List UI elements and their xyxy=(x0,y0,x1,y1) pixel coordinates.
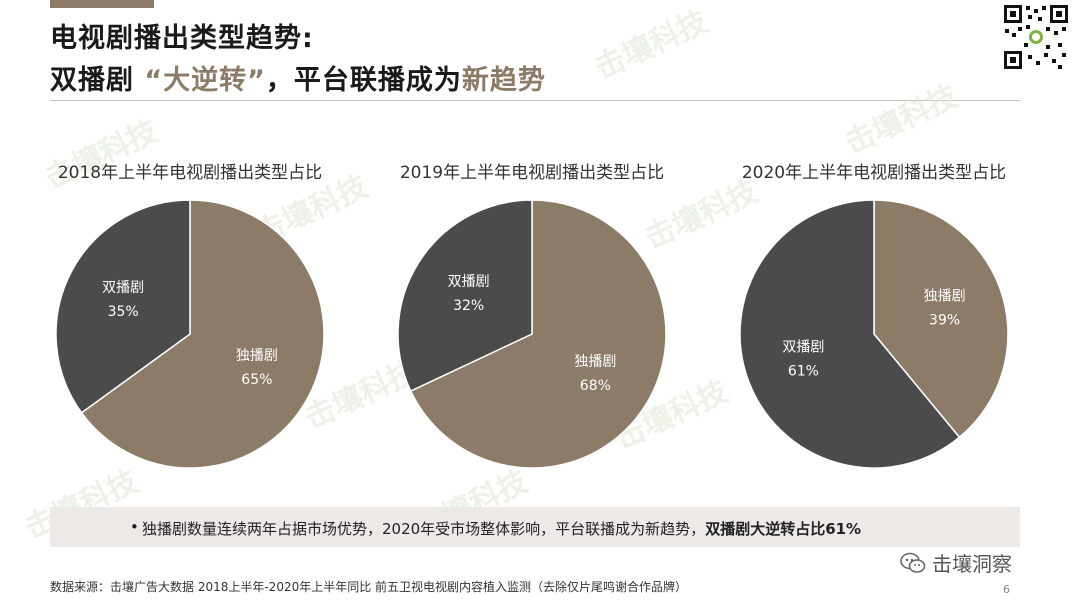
wechat-icon xyxy=(900,552,926,573)
chart-title-2019: 2019年上半年电视剧播出类型占比 xyxy=(399,163,665,183)
summary-box xyxy=(50,507,1020,547)
title-quote: “大逆转” xyxy=(144,65,266,96)
pie-percent: 32% xyxy=(453,298,484,314)
title-part1: 双播剧 xyxy=(50,65,145,96)
title-highlight: 新趋势 xyxy=(461,65,546,96)
pie-percent: 65% xyxy=(241,372,272,388)
pie-chart-2020: 独播剧 39% 双播剧 61% xyxy=(739,199,1009,469)
pie-label: 独播剧 xyxy=(574,354,616,370)
page-number: 6 xyxy=(1003,583,1010,596)
pie-label: 独播剧 xyxy=(924,289,966,305)
pie-label: 独播剧 xyxy=(236,348,278,364)
pie-chart-2019: 独播剧 68% 双播剧 32% xyxy=(397,199,667,469)
watermark-1: 击壤科技 xyxy=(39,113,164,197)
pie-percent: 61% xyxy=(788,363,819,379)
summary-bullet: • xyxy=(130,518,139,536)
pie-slice-dual xyxy=(55,199,191,414)
pie-label: 双播剧 xyxy=(448,274,490,290)
watermark-4: 击壤科技 xyxy=(839,78,964,162)
summary-text: 独播剧数量连续两年占据市场优势，2020年受市场整体影响，平台联播成为新趋势， xyxy=(142,520,706,538)
pie-slice-exclusive xyxy=(80,199,325,469)
page-title-line1: 电视剧播出类型趋势: xyxy=(50,23,314,54)
pie-percent: 39% xyxy=(929,313,960,329)
chart-title-2018: 2018年上半年电视剧播出类型占比 xyxy=(57,163,323,183)
pie-slice-exclusive xyxy=(409,199,667,469)
title-accent-bar xyxy=(50,0,154,8)
pie-chart-2018: 独播剧 65% 双播剧 35% xyxy=(55,199,325,469)
page-title-line2: 双播剧 “大逆转”，平台联播成为新趋势 xyxy=(50,58,546,97)
wechat-account: 击壤洞察 xyxy=(900,548,1012,577)
pie-label: 双播剧 xyxy=(102,280,144,296)
pie-percent: 35% xyxy=(108,304,139,320)
pie-percent: 68% xyxy=(580,378,611,394)
wechat-account-name: 击壤洞察 xyxy=(932,552,1012,576)
pie-slice-dual xyxy=(397,199,533,393)
title-divider xyxy=(50,100,1020,101)
pie-slice-dual xyxy=(739,199,961,469)
title-part2: ，平台联播成为 xyxy=(265,65,462,96)
data-source-note: 数据来源：击壤广告大数据 2018上半年-2020年上半年同比 前五卫视电视剧内… xyxy=(50,580,688,594)
pie-label: 双播剧 xyxy=(782,339,824,355)
pie-slice-exclusive xyxy=(873,199,1009,439)
chart-title-2020: 2020年上半年电视剧播出类型占比 xyxy=(741,163,1007,183)
watermark-3: 击壤科技 xyxy=(589,3,714,87)
summary-note: • 独播剧数量连续两年占据市场优势，2020年受市场整体影响，平台联播成为新趋势… xyxy=(130,518,862,539)
qr-code-icon xyxy=(1002,3,1070,71)
summary-highlight: 双播剧大逆转占比61% xyxy=(705,520,862,538)
